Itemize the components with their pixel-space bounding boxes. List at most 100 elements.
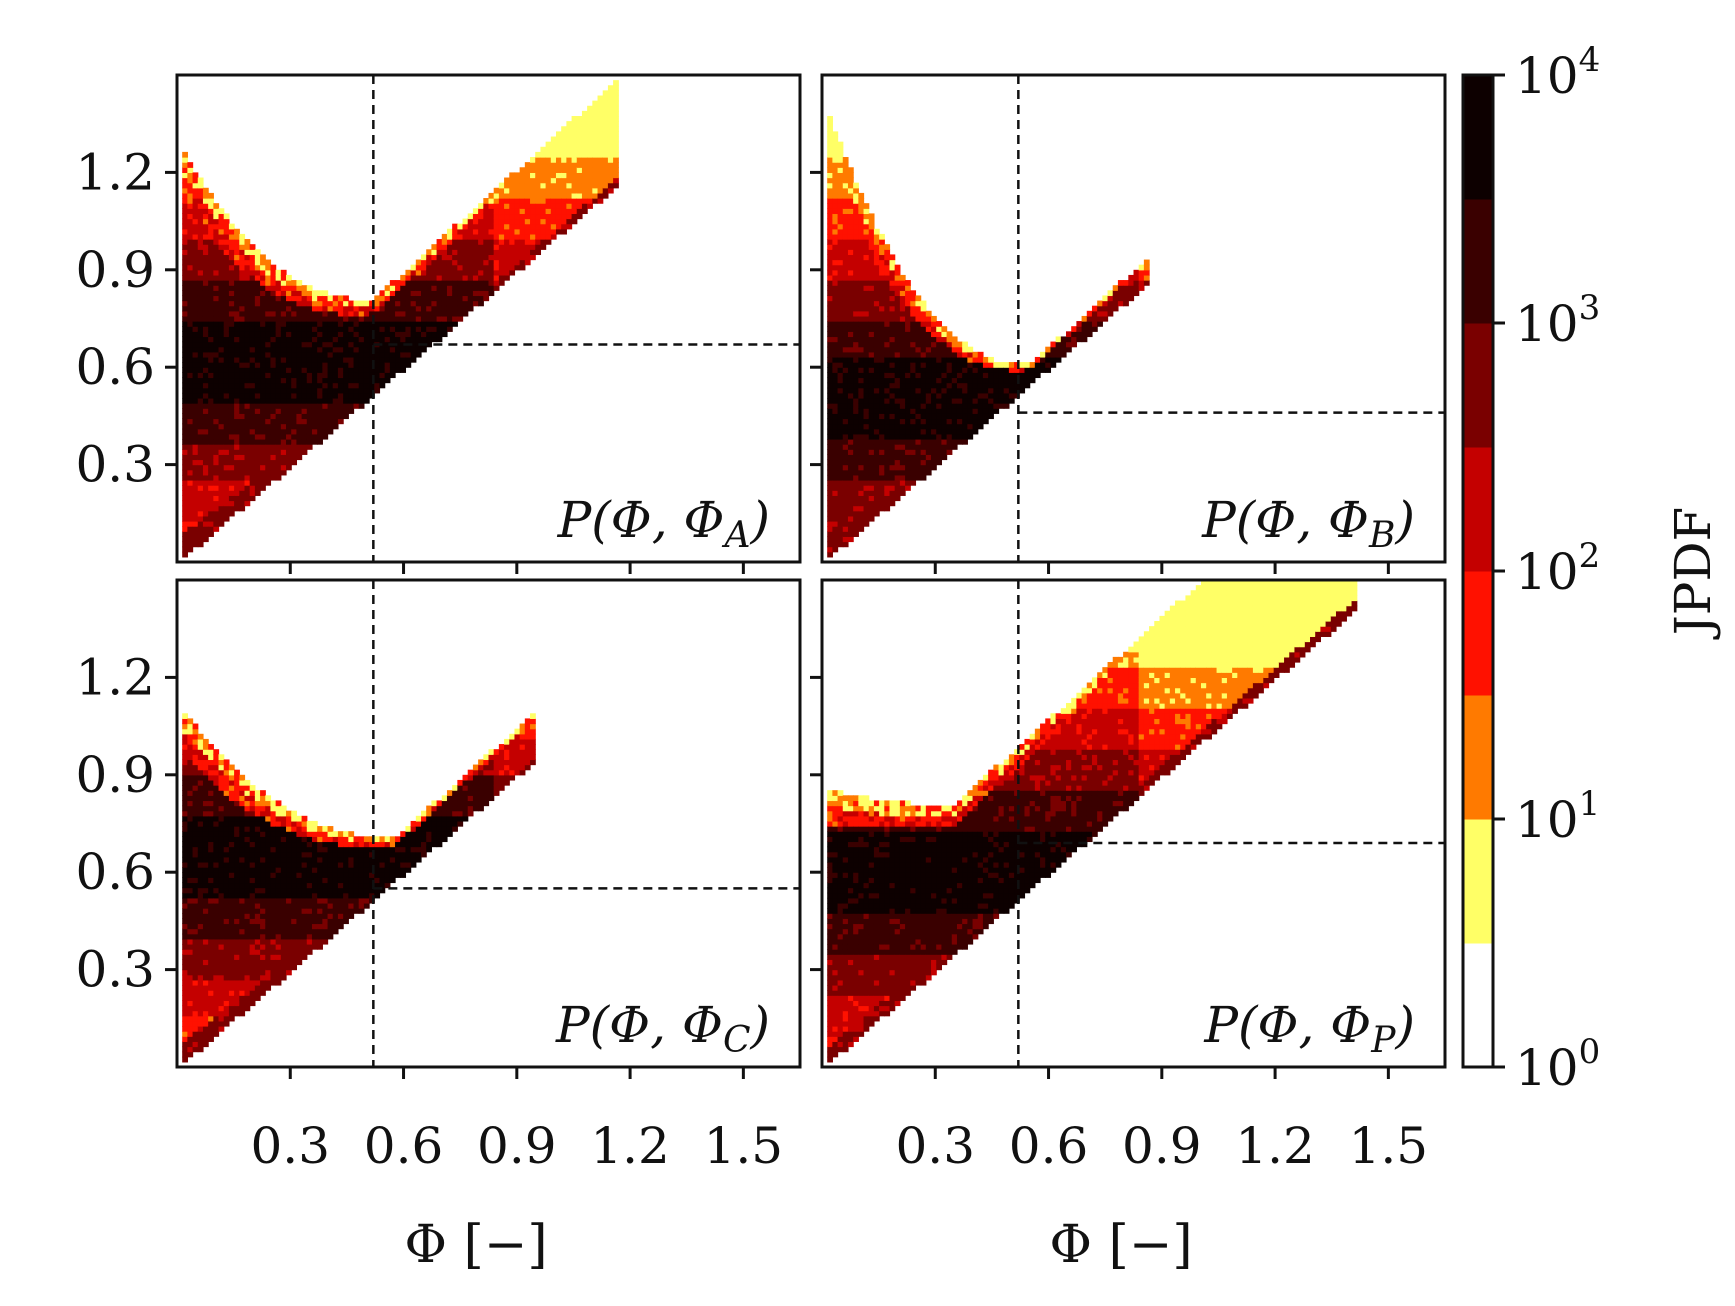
heatmap-cell	[571, 151, 578, 158]
heatmap-cell	[202, 295, 209, 302]
heatmap-cell	[472, 228, 479, 235]
heatmap-cell	[1091, 321, 1098, 327]
heatmap-cell	[858, 382, 865, 389]
heatmap-cell	[457, 269, 464, 276]
heatmap-cell	[389, 356, 396, 363]
heatmap-cell	[249, 933, 256, 940]
heatmap-cell	[951, 341, 958, 348]
heatmap-cell	[197, 438, 204, 445]
heatmap-cell	[827, 500, 833, 507]
heatmap-cell	[249, 856, 256, 863]
heatmap-cell	[187, 177, 194, 184]
heatmap-cell	[197, 295, 204, 302]
heatmap-cell	[884, 469, 891, 476]
heatmap-cell	[296, 326, 303, 332]
heatmap-cell	[962, 438, 968, 445]
heatmap-cell	[951, 362, 958, 368]
heatmap-cell	[530, 198, 536, 204]
heatmap-cell	[260, 315, 266, 322]
heatmap-cell	[827, 408, 833, 414]
heatmap-cell	[868, 264, 875, 271]
heatmap-cell	[332, 300, 339, 307]
heatmap-cell	[208, 846, 214, 853]
heatmap-cell	[343, 305, 349, 312]
heatmap-cell	[555, 187, 562, 194]
heatmap-cell	[853, 531, 859, 537]
heatmap-cell	[576, 121, 583, 127]
heatmap-cell	[514, 228, 521, 235]
heatmap-cell	[1040, 367, 1046, 373]
heatmap-cell	[951, 438, 958, 445]
heatmap-cell	[182, 300, 188, 307]
heatmap-cell	[223, 795, 230, 802]
heatmap-cell	[223, 351, 230, 358]
heatmap-cell	[472, 244, 479, 250]
heatmap-cell	[192, 779, 199, 786]
heatmap-cell	[358, 351, 365, 358]
heatmap-cell	[197, 490, 204, 496]
heatmap-cell	[832, 444, 839, 450]
heatmap-cell	[858, 500, 865, 507]
heatmap-cell	[208, 990, 214, 996]
heatmap-cell	[280, 397, 287, 404]
heatmap-cell	[889, 387, 896, 394]
heatmap-cell	[254, 861, 261, 868]
heatmap-cell	[389, 300, 396, 307]
heatmap-cell	[192, 902, 199, 909]
heatmap-cell	[218, 805, 225, 812]
heatmap-cell	[478, 233, 484, 240]
heatmap-cell	[847, 464, 854, 471]
heatmap-cell	[223, 505, 230, 512]
heatmap-cell	[218, 841, 225, 848]
heatmap-cell	[208, 228, 214, 235]
heatmap-cell	[265, 346, 272, 353]
heatmap-cell	[941, 408, 948, 414]
heatmap-cell	[265, 933, 272, 940]
heatmap-cell	[415, 274, 422, 281]
heatmap-cell	[1029, 367, 1036, 373]
heatmap-cell	[988, 403, 994, 409]
heatmap-cell	[915, 464, 922, 471]
heatmap-cell	[270, 290, 277, 297]
heatmap-cell	[322, 290, 329, 297]
heatmap-cell	[571, 187, 578, 194]
heatmap-cell	[265, 418, 272, 425]
heatmap-cell	[467, 274, 474, 281]
heatmap-cell	[228, 223, 235, 230]
heatmap-cell	[182, 244, 188, 250]
heatmap-cell	[993, 367, 1000, 373]
heatmap-cell	[1128, 295, 1135, 302]
heatmap-cell	[337, 372, 344, 379]
heatmap-cell	[197, 1041, 204, 1048]
heatmap-cell	[478, 239, 484, 245]
heatmap-cell	[597, 157, 604, 163]
heatmap-cell	[426, 274, 432, 281]
heatmap-cell	[182, 723, 188, 730]
heatmap-cell	[842, 351, 849, 358]
heatmap-cell	[197, 290, 204, 297]
heatmap-cell	[254, 433, 261, 440]
heatmap-cell	[228, 479, 235, 486]
heatmap-cell	[218, 923, 225, 930]
heatmap-cell	[899, 351, 906, 358]
heatmap-cell	[389, 346, 396, 353]
heatmap-cell	[202, 300, 209, 307]
heatmap-cell	[265, 433, 272, 440]
heatmap-cell	[234, 846, 240, 853]
heatmap-cell	[972, 392, 979, 399]
heatmap-cell	[327, 305, 334, 312]
heatmap-cell	[337, 418, 344, 425]
heatmap-cell	[182, 403, 188, 409]
heatmap-cell	[192, 1015, 199, 1022]
heatmap-cell	[234, 280, 240, 286]
heatmap-cell	[519, 218, 526, 225]
heatmap-cell	[213, 336, 220, 343]
heatmap-cell	[853, 413, 859, 420]
heatmap-cell	[249, 295, 256, 302]
heatmap-cell	[452, 239, 458, 245]
heatmap-cell	[244, 315, 251, 322]
heatmap-cell	[296, 403, 303, 409]
heatmap-cell	[208, 1025, 214, 1032]
heatmap-cell	[889, 392, 896, 399]
heatmap-cell	[1008, 397, 1015, 404]
